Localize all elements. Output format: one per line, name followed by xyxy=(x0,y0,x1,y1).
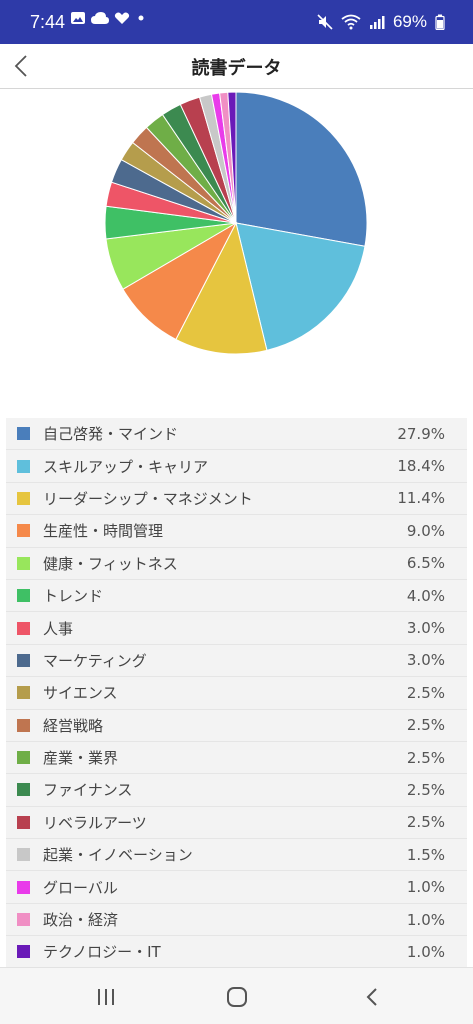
pie-chart xyxy=(0,89,473,399)
status-indicators: 69% xyxy=(317,12,445,32)
legend-swatch xyxy=(17,686,30,700)
legend-value: 1.0% xyxy=(406,942,445,961)
legend-row: 産業・業界 2.5% xyxy=(6,742,467,775)
legend-row: 起業・イノベーション 1.5% xyxy=(6,839,467,872)
legend-label: 起業・イノベーション xyxy=(43,846,193,865)
status-time: 7:44 xyxy=(30,12,66,32)
chevron-left-icon xyxy=(14,55,27,77)
page-title: 読書データ xyxy=(191,58,282,79)
legend-label: ファイナンス xyxy=(43,781,133,800)
signal-icon xyxy=(369,16,385,29)
legend-row: 経営戦略 2.5% xyxy=(6,710,467,742)
legend-value: 2.5% xyxy=(406,813,445,832)
legend-swatch xyxy=(17,556,30,570)
legend-row: グローバル 1.0% xyxy=(6,871,467,904)
legend-label: スキルアップ・キャリア xyxy=(43,457,209,476)
legend-swatch xyxy=(17,751,30,765)
legend-row: 健康・フィットネス 6.5% xyxy=(6,548,467,580)
legend-label: トレンド xyxy=(43,587,104,606)
legend-value: 2.5% xyxy=(406,780,445,799)
legend-swatch xyxy=(17,913,30,927)
heart-icon xyxy=(114,12,130,24)
legend-value: 2.5% xyxy=(406,716,445,735)
legend-label: 人事 xyxy=(43,619,74,638)
legend-row: 自己啓発・マインド 27.9% xyxy=(6,418,467,451)
app-header: 読書データ xyxy=(0,44,473,89)
legend-row: 政治・経済 1.0% xyxy=(6,904,467,937)
status-bar: 7:44 69% xyxy=(0,0,473,44)
pie-slice-2 xyxy=(235,222,366,351)
legend-swatch xyxy=(17,783,30,797)
wifi-icon xyxy=(341,14,361,30)
category-legend-list: 自己啓発・マインド 27.9% スキルアップ・キャリア 18.4% リーダーシップ・マネ… xyxy=(6,418,467,969)
home-button[interactable] xyxy=(217,982,257,1012)
legend-swatch xyxy=(17,524,30,538)
legend-swatch xyxy=(17,427,30,441)
legend-row: サイエンス 2.5% xyxy=(6,677,467,710)
legend-row: リベラルアーツ 2.5% xyxy=(6,807,467,840)
cloud-icon xyxy=(91,12,109,24)
back-button[interactable] xyxy=(6,50,36,82)
home-icon xyxy=(227,987,247,1007)
legend-value: 2.5% xyxy=(406,683,445,702)
legend-swatch xyxy=(17,880,30,894)
back-chevron-icon xyxy=(366,988,377,1006)
legend-label: サイエンス xyxy=(43,684,118,703)
legend-swatch xyxy=(17,718,30,732)
legend-value: 2.5% xyxy=(406,748,445,767)
legend-value: 9.0% xyxy=(406,521,445,540)
legend-swatch xyxy=(17,653,30,667)
mute-icon xyxy=(317,14,333,30)
notification-icons xyxy=(70,11,144,25)
legend-value: 6.5% xyxy=(406,554,445,573)
legend-swatch xyxy=(17,621,30,635)
legend-swatch xyxy=(17,491,30,505)
legend-swatch xyxy=(17,815,30,829)
pie-slice-1 xyxy=(235,91,368,247)
legend-row: 生産性・時間管理 9.0% xyxy=(6,515,467,548)
legend-row: 人事 3.0% xyxy=(6,612,467,645)
battery-percent: 69% xyxy=(392,12,427,31)
legend-row: トレンド 4.0% xyxy=(6,580,467,613)
legend-swatch xyxy=(17,848,30,862)
battery-icon xyxy=(435,14,445,30)
legend-row: リーダーシップ・マネジメント 11.4% xyxy=(6,483,467,516)
recent-apps-icon xyxy=(98,989,114,1005)
system-back-button[interactable] xyxy=(352,982,392,1012)
legend-value: 3.0% xyxy=(406,619,445,638)
system-navigation-bar xyxy=(0,967,473,1024)
legend-value: 1.0% xyxy=(406,910,445,929)
recent-apps-button[interactable] xyxy=(86,982,126,1012)
legend-label: マーケティング xyxy=(43,651,147,670)
legend-label: リーダーシップ・マネジメント xyxy=(43,489,253,508)
legend-swatch xyxy=(17,459,30,473)
legend-value: 11.4% xyxy=(397,489,445,508)
legend-value: 1.0% xyxy=(406,878,445,897)
legend-row: スキルアップ・キャリア 18.4% xyxy=(6,450,467,483)
legend-label: テクノロジー・IT xyxy=(43,943,161,962)
legend-label: 政治・経済 xyxy=(43,911,119,930)
legend-label: グローバル xyxy=(43,878,118,897)
legend-label: 経営戦略 xyxy=(43,716,104,735)
legend-value: 3.0% xyxy=(406,651,445,670)
legend-value: 1.5% xyxy=(406,845,445,864)
legend-swatch xyxy=(17,589,30,603)
pie-slice-17 xyxy=(227,91,237,224)
legend-label: リベラルアーツ xyxy=(43,813,147,832)
legend-row: テクノロジー・IT 1.0% xyxy=(6,936,467,969)
legend-label: 健康・フィットネス xyxy=(43,554,178,573)
legend-value: 18.4% xyxy=(397,457,445,476)
legend-label: 産業・業界 xyxy=(43,749,119,768)
legend-value: 27.9% xyxy=(397,424,445,443)
pie-slice-3 xyxy=(175,221,268,355)
legend-label: 生産性・時間管理 xyxy=(43,522,164,541)
legend-row: ファイナンス 2.5% xyxy=(6,774,467,807)
legend-row: マーケティング 3.0% xyxy=(6,645,467,678)
legend-value: 4.0% xyxy=(406,586,445,605)
legend-label: 自己啓発・マインド xyxy=(43,425,179,444)
dot-icon xyxy=(138,15,144,21)
pie-chart-svg xyxy=(104,91,368,355)
image-icon xyxy=(71,12,85,24)
legend-swatch xyxy=(17,945,30,959)
